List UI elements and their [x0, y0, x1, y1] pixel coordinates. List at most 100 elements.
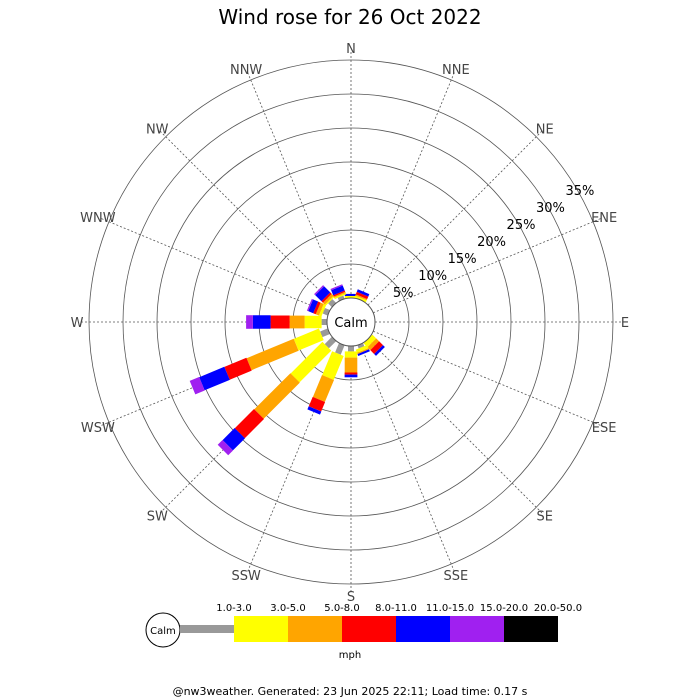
bar-segment-nne-1 — [354, 295, 367, 303]
bar-segment-nnw-3 — [333, 290, 346, 297]
direction-label: NNE — [442, 63, 470, 78]
bar-segment-ssw-0 — [335, 343, 345, 355]
radial-tick-label: 35% — [565, 184, 594, 199]
bar-segment-nne-4 — [356, 289, 370, 297]
bar-segment-w-1 — [304, 315, 322, 329]
bar-segment-ssw-1 — [322, 351, 344, 380]
radial-tick-label: 25% — [507, 218, 536, 233]
bar-segment-wsw-3 — [224, 357, 252, 380]
direction-label: NE — [536, 122, 554, 137]
direction-label: SW — [147, 510, 168, 525]
spoke-line — [247, 72, 343, 300]
bar-segment-wnw-5 — [306, 298, 313, 312]
bar-segment-nw-0 — [328, 299, 337, 308]
legend-label: 11.0-15.0 — [426, 603, 474, 614]
bar-segment-w-0 — [321, 319, 327, 325]
bar-segment-sse-2 — [357, 348, 370, 355]
bar-segment-nnw-0 — [337, 295, 345, 301]
legend-swatch — [396, 616, 450, 642]
bar-segment-nw-2 — [322, 293, 334, 305]
bar-segment-s-2 — [344, 357, 358, 373]
bar-segment-wnw-3 — [313, 301, 321, 315]
bar-segment-wsw-5 — [189, 377, 205, 395]
bar-segment-nnw-4 — [331, 285, 345, 296]
bar-segment-w-3 — [270, 315, 290, 329]
calm-circle — [326, 297, 376, 347]
bar-segment-ssw-4 — [307, 406, 322, 415]
bar-segment-wsw-2 — [246, 338, 299, 371]
direction-label: S — [347, 590, 355, 605]
direction-label: NNW — [230, 63, 262, 78]
legend-swatch — [450, 616, 504, 642]
bar-segment-sw-4 — [222, 428, 245, 451]
spoke-line — [359, 72, 455, 300]
bar-segment-w-2 — [289, 315, 305, 329]
bar-segment-s-0 — [348, 346, 354, 352]
direction-labels: N NNE NE ENE E ESE SE SSE S SSW SW WSW W WNW NW NNW — [71, 42, 630, 605]
bar-segment-nne-2 — [355, 294, 368, 301]
calm-label: Calm — [334, 316, 367, 331]
bar-segment-nnw-2 — [333, 291, 346, 298]
radial-tick-label: 20% — [477, 235, 506, 250]
bar-segment-nw-4 — [315, 286, 331, 302]
bar-segment-sw-5 — [217, 440, 233, 456]
direction-label: N — [346, 42, 356, 57]
direction-label: NW — [146, 122, 169, 137]
direction-label: ESE — [592, 421, 617, 436]
spoke-line — [373, 330, 601, 426]
bar-segment-s-4 — [344, 374, 358, 378]
bar-segment-nw-3 — [321, 292, 332, 303]
wind-bars — [189, 284, 385, 456]
radial-tick-label: 5% — [393, 286, 414, 301]
spoke-line — [367, 130, 543, 306]
bar-segment-wnw-1 — [318, 303, 327, 317]
bar-segment-wsw-4 — [199, 366, 230, 391]
spoke-line — [159, 130, 335, 306]
bar-segment-nw-5 — [314, 285, 325, 296]
bar-segment-se-3 — [370, 341, 383, 354]
bar-segment-nnw-1 — [334, 293, 347, 300]
legend-label: 20.0-50.0 — [534, 603, 582, 614]
bar-segment-w-5 — [246, 315, 253, 329]
bar-segment-wsw-1 — [293, 328, 324, 351]
legend-label: 8.0-11.0 — [375, 603, 417, 614]
bar-segment-se-4 — [374, 345, 385, 356]
bar-segment-n-4 — [344, 293, 358, 296]
bar-segment-nw-1 — [324, 295, 335, 306]
legend-unit: mph — [339, 650, 361, 661]
bar-segment-wsw-0 — [320, 328, 330, 338]
bar-segment-ssw-2 — [312, 375, 334, 402]
radial-tick-label: 10% — [418, 269, 447, 284]
spoke-line — [373, 218, 601, 314]
footer-text: @nw3weather. Generated: 23 Jun 2025 22:1… — [173, 685, 528, 698]
direction-label: ENE — [591, 211, 617, 226]
bar-segment-sw-1 — [290, 341, 332, 383]
bar-segment-sw-0 — [324, 336, 337, 349]
bar-segment-sw-3 — [234, 409, 264, 439]
direction-label: W — [71, 316, 84, 331]
legend-swatch — [342, 616, 396, 642]
bar-segment-w-4 — [252, 315, 271, 329]
radial-tick-label: 30% — [536, 201, 565, 216]
legend: Calm mph 1.0-3.0 3.0-5.0 5.0-8.0 8.0-11.0 11… — [145, 603, 582, 661]
bar-segment-nnw-5 — [330, 284, 343, 291]
bar-segment-ssw-3 — [308, 396, 326, 412]
spoke-line — [367, 338, 543, 514]
bar-segment-sw-2 — [254, 373, 300, 419]
direction-label: WSW — [81, 421, 115, 436]
radial-tick-labels: 5% 10%15%20%25%30%35% — [393, 184, 594, 301]
legend-label: 1.0-3.0 — [216, 603, 251, 614]
legend-label: 15.0-20.0 — [480, 603, 528, 614]
legend-label: 3.0-5.0 — [270, 603, 305, 614]
direction-label: SSE — [443, 569, 468, 584]
bar-segment-se-1 — [363, 334, 377, 348]
spoke-line — [101, 218, 329, 314]
chart-title: Wind rose for 26 Oct 2022 — [218, 5, 481, 29]
legend-label: 5.0-8.0 — [324, 603, 359, 614]
direction-label: SSW — [231, 569, 261, 584]
bar-segment-s-3 — [344, 372, 358, 375]
direction-label: WNW — [80, 211, 116, 226]
legend-swatch — [234, 616, 288, 642]
